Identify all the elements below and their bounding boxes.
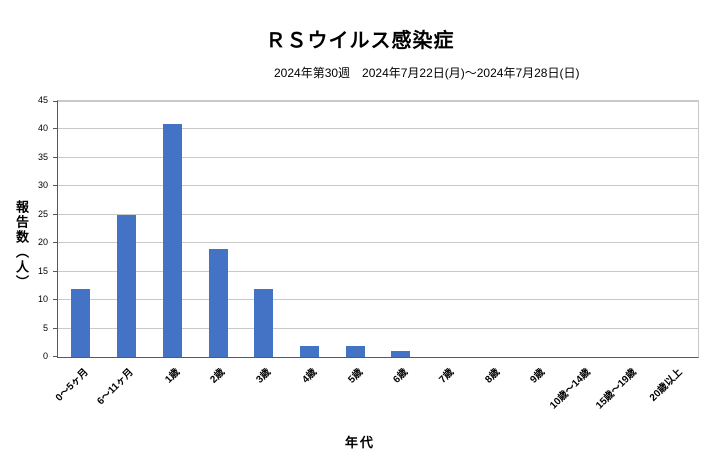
gridline <box>58 327 698 329</box>
x-axis-ticks: 0～5ヶ月 6～11ヶ月 1歳 2歳 3歳 4歳 5歳 6歳 7歳 8歳 9歳 10歳～14歳 15歳～… <box>54 356 697 428</box>
gridline <box>58 128 698 130</box>
x-tick-label: 0～5ヶ月 <box>53 366 91 404</box>
y-tick-mark <box>53 213 58 215</box>
y-tick-label: 45 <box>37 95 48 105</box>
bar <box>162 123 182 357</box>
y-tick-mark <box>53 242 58 244</box>
y-tick-mark <box>53 101 58 102</box>
bar <box>254 288 274 357</box>
y-tick-label: 40 <box>37 123 48 134</box>
y-tick-label: 25 <box>37 208 48 219</box>
y-tick-mark <box>53 299 58 301</box>
gridline <box>58 156 698 158</box>
gridline <box>58 270 698 272</box>
gridline <box>58 299 698 301</box>
y-tick-label: 20 <box>37 237 48 248</box>
x-tick-label: 15歳～19歳 <box>594 366 640 412</box>
chart-title: ＲＳウイルス感染症 <box>265 30 455 52</box>
bar <box>345 345 365 357</box>
bar <box>71 288 91 357</box>
y-tick-mark <box>53 185 58 187</box>
x-tick-label: 9歳 <box>528 366 548 386</box>
x-axis-title: 年代 <box>344 435 375 450</box>
x-tick-label: 5歳 <box>345 366 365 386</box>
y-axis-ticks: 0 5 10 15 20 25 30 35 40 45 <box>0 95 52 361</box>
bar <box>208 248 228 357</box>
y-tick-mark <box>53 356 58 357</box>
y-tick-label: 15 <box>37 265 48 276</box>
x-tick-label: 2歳 <box>208 366 228 386</box>
y-tick-mark <box>53 270 58 272</box>
gridline <box>58 185 698 187</box>
y-tick-mark <box>53 156 58 158</box>
chart-subtitle: 2024年第30週 2024年7月22日(月)～2024年7月28日(日) <box>274 66 580 80</box>
x-tick-label: 6～11ヶ月 <box>95 366 137 408</box>
x-tick-label: 10歳～14歳 <box>548 366 594 412</box>
x-tick-label: 3歳 <box>254 366 274 386</box>
y-tick-mark <box>53 327 58 329</box>
bar <box>299 345 319 357</box>
y-tick-label: 35 <box>37 151 48 162</box>
plot-area <box>53 100 699 358</box>
y-tick-label: 5 <box>42 322 48 333</box>
gridline <box>58 213 698 215</box>
y-tick-label: 0 <box>42 351 48 361</box>
x-tick-label: 6歳 <box>391 366 411 386</box>
y-tick-label: 30 <box>37 180 48 191</box>
x-tick-label: 7歳 <box>437 366 457 386</box>
gridline <box>58 101 698 102</box>
bar <box>391 351 411 357</box>
y-tick-label: 10 <box>37 294 48 305</box>
x-tick-label: 20歳以上 <box>647 366 685 404</box>
y-axis-title: 報告数（人） <box>14 200 29 290</box>
gridline <box>58 242 698 244</box>
x-tick-label: 1歳 <box>163 366 182 386</box>
x-tick-label: 8歳 <box>483 366 502 386</box>
y-tick-mark <box>53 128 58 130</box>
x-tick-label: 4歳 <box>300 366 320 386</box>
bar <box>117 214 137 357</box>
